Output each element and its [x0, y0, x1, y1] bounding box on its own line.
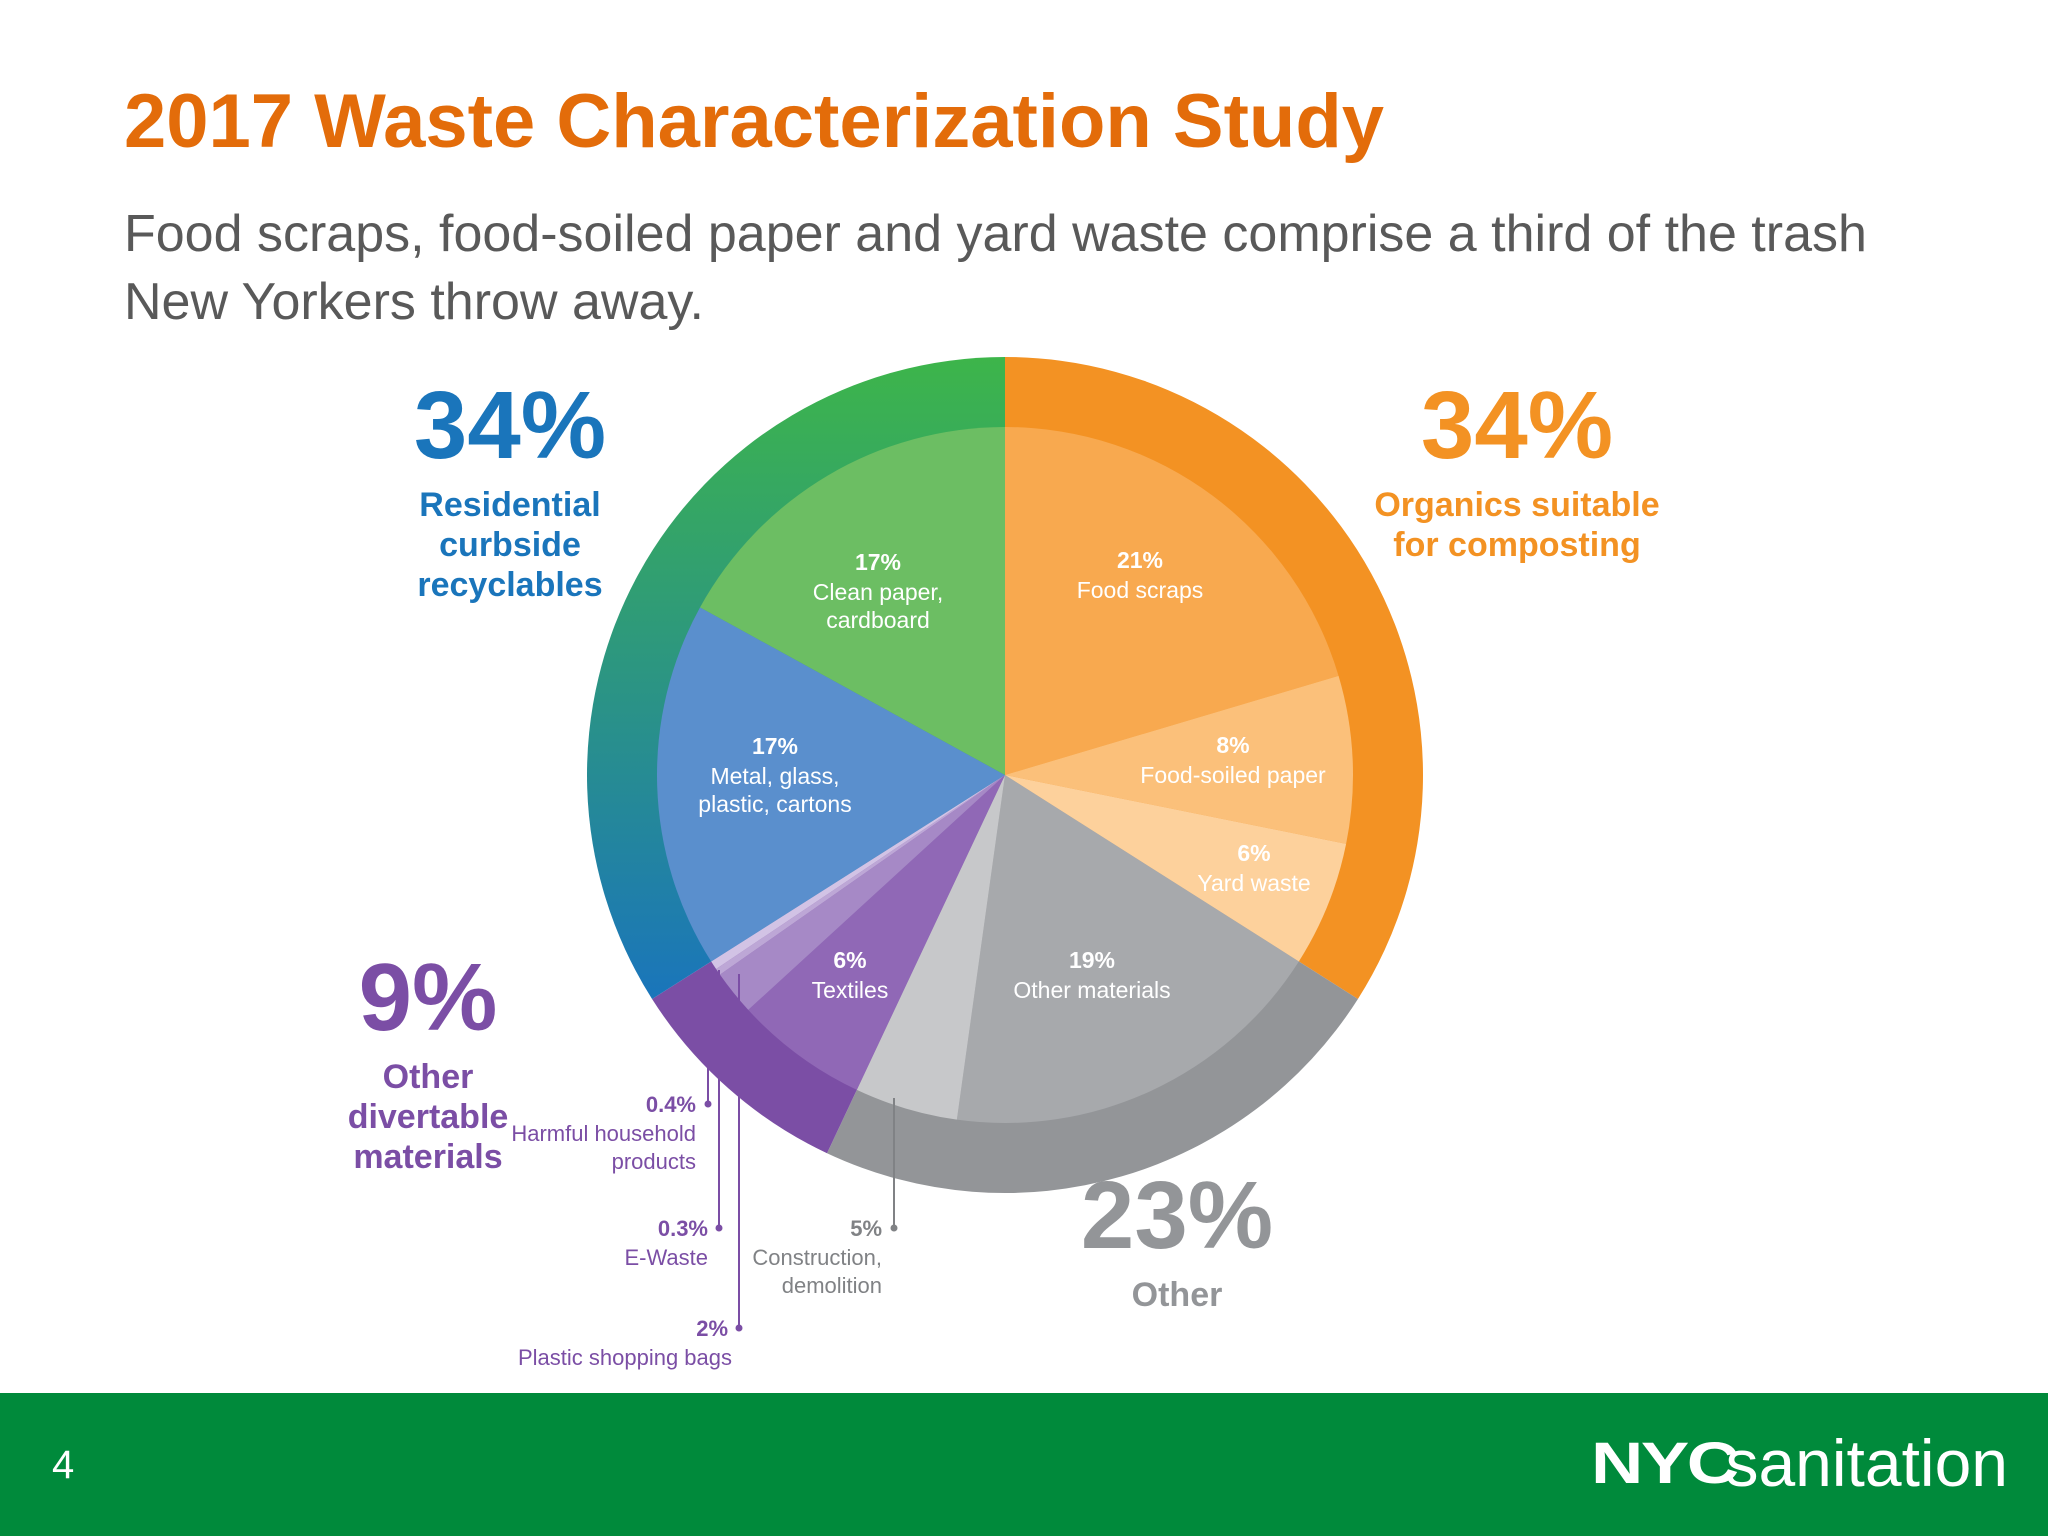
slice-label-2-3-0: Harmful household: [511, 1121, 696, 1146]
slice-label-2-0: Textiles: [812, 977, 889, 1003]
slice-1-1: [856, 775, 1005, 1120]
slice-value-0-0: 21%: [1117, 547, 1163, 573]
slice-0-0: [1005, 427, 1339, 775]
slice-0-2: [1005, 775, 1347, 962]
group-name-2-2: materials: [353, 1138, 502, 1176]
slice-value-0-2: 6%: [1237, 840, 1270, 866]
slice-label-2-1: Plastic shopping bags: [518, 1345, 732, 1370]
group-name-3-0: Residential: [419, 486, 600, 524]
slice-3-0: [657, 607, 1005, 962]
footer-bar: 4 NYC sanitation: [0, 1393, 2048, 1536]
group-percent-0: 34%: [1421, 372, 1613, 479]
group-name-0-0: Organics suitable: [1374, 486, 1659, 524]
page-number: 4: [52, 1443, 75, 1487]
slice-label-1-1-0: Construction,: [752, 1245, 882, 1270]
slide-title: 2017 Waste Characterization Study: [124, 79, 1385, 164]
slice-label-0-0: Food scraps: [1077, 577, 1204, 603]
leader-lines: [704, 966, 898, 1332]
slice-value-3-1: 17%: [855, 549, 901, 575]
slice-0-1: [1005, 675, 1353, 844]
group-name-3-2: recyclables: [417, 566, 602, 604]
slice-value-1-1: 5%: [850, 1216, 882, 1241]
slice-value-2-1: 2%: [696, 1316, 728, 1341]
logo-text: sanitation: [1725, 1426, 2008, 1500]
slice-label-0-1: Food-soiled paper: [1140, 762, 1326, 788]
slice-label-1-1-1: demolition: [782, 1273, 882, 1298]
group-percent-2: 9%: [359, 944, 498, 1051]
slice-2-3: [711, 775, 1005, 970]
slice-2-2: [716, 775, 1005, 975]
group-name-3-1: curbside: [439, 526, 581, 564]
slice-value-2-2: 0.3%: [658, 1216, 708, 1241]
slide-subtitle: Food scraps, food-soiled paper and yard …: [124, 205, 1867, 331]
slice-1-0: [956, 775, 1299, 1123]
leader-dot-1-1: [890, 1224, 898, 1232]
slice-value-0-1: 8%: [1216, 732, 1249, 758]
slice-value-1-0: 19%: [1069, 947, 1115, 973]
group-percent-1: 23%: [1081, 1162, 1273, 1269]
slice-label-1-0: Other materials: [1013, 977, 1170, 1003]
slice-label-3-1-0: Clean paper,: [813, 579, 943, 605]
logo-nyc: NYC: [1591, 1430, 1739, 1496]
inner-slices: [657, 427, 1353, 1123]
leader-dot-2-3: [704, 1100, 712, 1108]
slice-3-1: [700, 427, 1005, 775]
labels: 21% Food scraps 8% Food-soiled paper 6% Yard …: [348, 372, 1660, 1370]
nyc-sanitation-logo: NYC sanitation: [1591, 1423, 2008, 1503]
leader-dot-2-1: [735, 1324, 743, 1332]
group-name-2-1: divertable: [348, 1098, 509, 1136]
slice-2-1: [719, 775, 1005, 1010]
slice-label-2-3-1: products: [612, 1149, 696, 1174]
slice-value-2-0: 6%: [833, 947, 866, 973]
group-name-2-0: Other: [383, 1058, 474, 1096]
slice-label-3-0-1: plastic, cartons: [698, 791, 851, 817]
group-name-0-1: for composting: [1393, 526, 1640, 564]
slice-label-3-0-0: Metal, glass,: [710, 763, 839, 789]
group-percent-3: 34%: [414, 372, 606, 479]
slice-label-0-2: Yard waste: [1197, 870, 1310, 896]
slice-2-0: [748, 775, 1005, 1090]
slice-label-3-1-1: cardboard: [826, 607, 930, 633]
group-name-1: Other: [1132, 1276, 1223, 1314]
waste-pie-chart: 21% Food scraps 8% Food-soiled paper 6% Yard …: [348, 357, 1660, 1370]
leader-dot-2-2: [715, 1224, 723, 1232]
slice-value-3-0: 17%: [752, 733, 798, 759]
slice-value-2-3: 0.4%: [646, 1092, 696, 1117]
slice-label-2-2: E-Waste: [624, 1245, 708, 1270]
